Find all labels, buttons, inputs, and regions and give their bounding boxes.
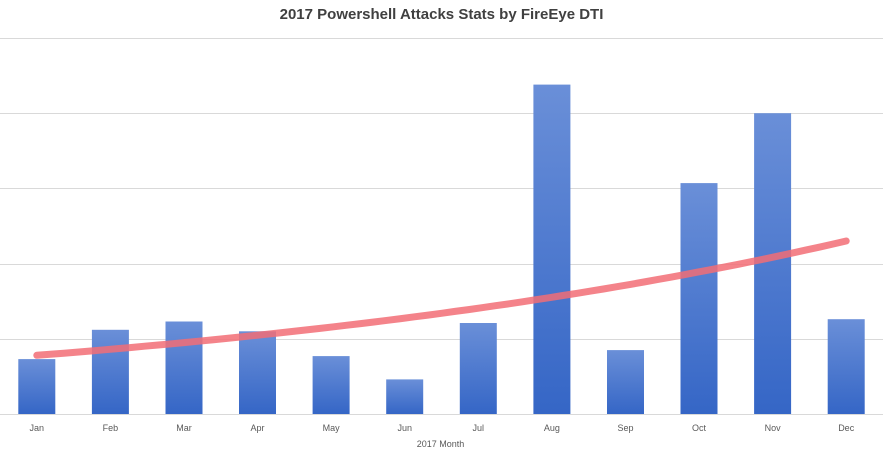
x-tick-label: Feb xyxy=(103,423,119,433)
trendline xyxy=(33,237,850,359)
bar-apr xyxy=(239,331,276,414)
bar-oct xyxy=(680,183,718,414)
x-axis-title: 2017 Month xyxy=(417,439,465,449)
x-tick-label: Nov xyxy=(765,423,782,433)
bar-nov xyxy=(754,113,792,414)
x-tick-label: Aug xyxy=(544,423,560,433)
x-tick-label: Jan xyxy=(30,423,45,433)
bar-feb xyxy=(91,329,129,414)
x-tick-label: Dec xyxy=(838,423,855,433)
trendline-group xyxy=(33,237,850,359)
x-tick-label: Jul xyxy=(473,423,485,433)
gridlines xyxy=(0,38,883,415)
bar-dec xyxy=(827,319,865,414)
x-tick-label: Apr xyxy=(250,423,264,433)
bar-mar xyxy=(165,321,203,414)
x-tick-label: Mar xyxy=(176,423,192,433)
chart-title: 2017 Powershell Attacks Stats by FireEye… xyxy=(279,6,604,23)
x-tick-labels: Jan Feb Mar Apr May Jun Jul Aug Sep Oct Nov Dec xyxy=(30,423,855,433)
x-tick-label: Jun xyxy=(397,423,412,433)
bar-jan xyxy=(18,359,56,414)
x-tick-label: May xyxy=(323,423,341,433)
bars xyxy=(18,84,865,414)
bar-sep xyxy=(607,350,644,414)
x-tick-label: Sep xyxy=(617,423,633,433)
bar-jul xyxy=(459,323,497,414)
bar-jun xyxy=(386,379,424,414)
bar-aug xyxy=(533,84,571,414)
bar-may xyxy=(312,356,350,414)
x-tick-label: Oct xyxy=(692,423,707,433)
